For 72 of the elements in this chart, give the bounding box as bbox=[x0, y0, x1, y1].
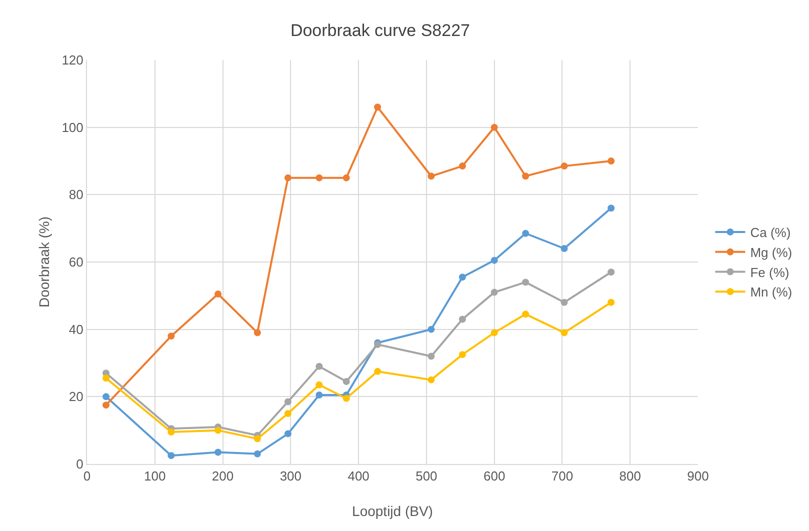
x-axis-title: Looptijd (BV) bbox=[352, 503, 433, 519]
legend-label: Ca (%) bbox=[750, 225, 791, 240]
point bbox=[254, 450, 261, 458]
point bbox=[490, 256, 498, 264]
point bbox=[102, 374, 110, 382]
x-tick-label: 700 bbox=[551, 468, 574, 484]
point bbox=[374, 104, 382, 111]
point bbox=[316, 391, 323, 398]
y-tick-label: 120 bbox=[62, 52, 84, 68]
x-tick-label: 300 bbox=[280, 468, 302, 484]
y-tick-label: 60 bbox=[68, 254, 84, 270]
x-tick-label: 800 bbox=[619, 468, 641, 484]
x-tick-label: 600 bbox=[483, 468, 506, 484]
point bbox=[458, 162, 466, 170]
point bbox=[316, 362, 323, 370]
point bbox=[168, 428, 175, 436]
point bbox=[608, 158, 615, 164]
point bbox=[102, 402, 110, 409]
point bbox=[608, 268, 615, 276]
point bbox=[522, 278, 530, 286]
point bbox=[342, 394, 350, 402]
point bbox=[522, 310, 530, 318]
point bbox=[428, 352, 435, 360]
point bbox=[342, 174, 350, 182]
point bbox=[374, 368, 382, 375]
point bbox=[254, 435, 261, 442]
legend-label: Fe (%) bbox=[750, 264, 790, 280]
point bbox=[428, 326, 435, 333]
point bbox=[458, 316, 466, 323]
y-tick-label: 100 bbox=[62, 120, 84, 135]
point bbox=[458, 351, 466, 358]
point bbox=[214, 290, 222, 298]
point bbox=[522, 172, 530, 180]
point bbox=[490, 288, 498, 296]
point bbox=[254, 329, 261, 336]
point bbox=[284, 410, 292, 417]
x-tick-label: 900 bbox=[687, 468, 709, 484]
point bbox=[608, 204, 615, 212]
point bbox=[560, 162, 568, 170]
x-tick-label: 500 bbox=[416, 468, 438, 484]
point bbox=[214, 448, 222, 456]
point bbox=[316, 174, 323, 182]
point bbox=[458, 274, 466, 281]
point bbox=[316, 381, 323, 388]
y-tick-label: 20 bbox=[68, 389, 84, 404]
x-tick-label: 400 bbox=[348, 468, 370, 484]
point bbox=[428, 172, 435, 180]
point bbox=[490, 329, 498, 336]
point bbox=[214, 426, 222, 434]
point bbox=[560, 298, 568, 306]
point bbox=[428, 376, 435, 384]
y-tick-label: 40 bbox=[68, 322, 84, 337]
chart-title: Doorbraak curve S8227 bbox=[290, 20, 470, 40]
point bbox=[342, 378, 350, 386]
point bbox=[284, 174, 292, 182]
legend-label: Mg (%) bbox=[750, 244, 792, 260]
x-tick-label: 100 bbox=[144, 468, 166, 484]
point bbox=[102, 393, 110, 400]
y-tick-label: 0 bbox=[76, 456, 84, 472]
point bbox=[560, 329, 568, 336]
point bbox=[168, 332, 175, 340]
point bbox=[522, 230, 530, 237]
y-axis-title: Doorbraak (%) bbox=[36, 216, 52, 308]
point bbox=[490, 124, 498, 131]
point bbox=[284, 398, 292, 406]
point bbox=[560, 245, 568, 252]
x-tick-label: 200 bbox=[212, 468, 234, 484]
legend-label: Mn (%) bbox=[750, 284, 792, 300]
point bbox=[284, 430, 292, 438]
y-tick-label: 80 bbox=[68, 187, 84, 202]
point bbox=[608, 298, 615, 306]
point bbox=[168, 452, 175, 460]
